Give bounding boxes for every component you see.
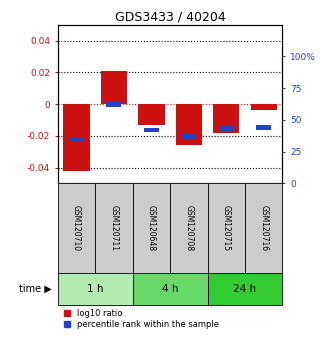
- FancyBboxPatch shape: [95, 183, 133, 273]
- Bar: [101, 71, 127, 104]
- FancyBboxPatch shape: [133, 183, 170, 273]
- Text: GSM120715: GSM120715: [222, 205, 231, 251]
- FancyBboxPatch shape: [58, 183, 95, 273]
- FancyBboxPatch shape: [133, 273, 208, 305]
- Legend: log10 ratio, percentile rank within the sample: log10 ratio, percentile rank within the …: [62, 307, 221, 331]
- Bar: [64, 104, 90, 171]
- FancyBboxPatch shape: [208, 183, 245, 273]
- FancyBboxPatch shape: [58, 273, 133, 305]
- Bar: [144, 128, 159, 132]
- FancyBboxPatch shape: [170, 183, 208, 273]
- Bar: [138, 104, 164, 125]
- Bar: [181, 134, 196, 139]
- Bar: [256, 125, 271, 130]
- Text: 4 h: 4 h: [162, 284, 178, 294]
- Bar: [219, 126, 234, 131]
- FancyBboxPatch shape: [208, 273, 282, 305]
- Text: 24 h: 24 h: [233, 284, 256, 294]
- Bar: [69, 137, 84, 141]
- Text: GSM120708: GSM120708: [184, 205, 193, 251]
- Text: 1 h: 1 h: [87, 284, 103, 294]
- Text: GSM120710: GSM120710: [72, 205, 81, 251]
- Title: GDS3433 / 40204: GDS3433 / 40204: [115, 11, 226, 24]
- Bar: [213, 104, 239, 133]
- Text: GSM120648: GSM120648: [147, 205, 156, 251]
- Bar: [107, 102, 121, 107]
- Bar: [176, 104, 202, 145]
- Bar: [251, 104, 277, 110]
- Text: GSM120711: GSM120711: [109, 205, 118, 251]
- Text: time ▶: time ▶: [19, 284, 51, 294]
- Text: GSM120716: GSM120716: [259, 205, 268, 251]
- FancyBboxPatch shape: [245, 183, 282, 273]
